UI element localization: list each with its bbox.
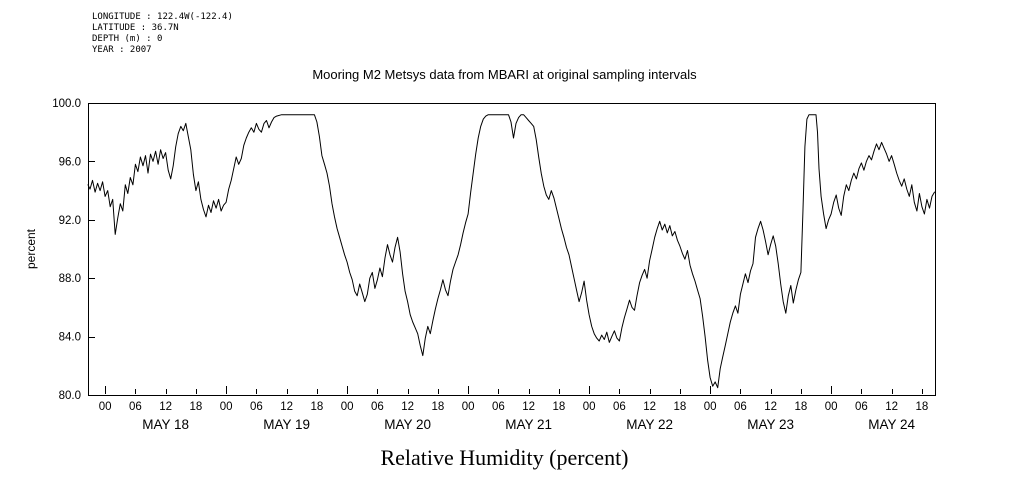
x-hour-label: 12 <box>885 401 898 413</box>
x-hour-label: 12 <box>643 401 656 413</box>
x-hour-label: 06 <box>371 401 384 413</box>
x-day-label: MAY 23 <box>747 417 794 432</box>
x-hour-label: 12 <box>280 401 293 413</box>
x-hour-label: 18 <box>673 401 686 413</box>
y-tick-label: 84.0 <box>59 332 81 344</box>
y-tick-label: 92.0 <box>59 215 81 227</box>
x-day-label: MAY 24 <box>868 417 915 432</box>
x-day-label: MAY 21 <box>505 417 552 432</box>
y-tick-label: 100.0 <box>52 98 81 110</box>
humidity-line <box>87 114 935 389</box>
x-hour-label: 00 <box>462 401 475 413</box>
x-hour-label: 06 <box>613 401 626 413</box>
x-hour-label: 18 <box>552 401 565 413</box>
y-tick-label: 88.0 <box>59 273 81 285</box>
x-hour-label: 18 <box>310 401 323 413</box>
x-hour-label: 12 <box>159 401 172 413</box>
metadata-longitude: LONGITUDE : 122.4W(-122.4) <box>92 12 233 22</box>
x-hour-label: 06 <box>492 401 505 413</box>
metadata-year: YEAR : 2007 <box>92 45 152 55</box>
x-hour-label: 18 <box>794 401 807 413</box>
figure-caption: Relative Humidity (percent) <box>380 445 629 470</box>
x-hour-label: 00 <box>704 401 717 413</box>
x-day-label: MAY 22 <box>626 417 673 432</box>
plot-title: Mooring M2 Metsys data from MBARI at ori… <box>312 67 697 82</box>
x-hour-label: 18 <box>189 401 202 413</box>
x-hour-label: 00 <box>583 401 596 413</box>
x-day-label: MAY 20 <box>384 417 431 432</box>
y-tick-label: 96.0 <box>59 156 81 168</box>
x-hour-label: 00 <box>220 401 233 413</box>
x-hour-label: 18 <box>431 401 444 413</box>
x-hour-label: 00 <box>341 401 354 413</box>
x-hour-label: 00 <box>99 401 112 413</box>
station-metadata: LONGITUDE : 122.4W(-122.4) LATITUDE : 36… <box>92 12 233 56</box>
x-day-label: MAY 19 <box>263 417 310 432</box>
x-hour-label: 06 <box>250 401 263 413</box>
x-hour-label: 00 <box>825 401 838 413</box>
y-tick-label: 80.0 <box>59 390 81 402</box>
x-hour-label: 06 <box>129 401 142 413</box>
x-hour-label: 12 <box>401 401 414 413</box>
plot-border <box>88 103 936 396</box>
x-hour-label: 12 <box>522 401 535 413</box>
x-hour-label: 18 <box>915 401 928 413</box>
x-hour-label: 06 <box>734 401 747 413</box>
x-day-label: MAY 18 <box>142 417 189 432</box>
x-hour-label: 12 <box>764 401 777 413</box>
metadata-depth: DEPTH (m) : 0 <box>92 34 163 44</box>
x-hour-label: 06 <box>855 401 868 413</box>
metadata-latitude: LATITUDE : 36.7N <box>92 23 179 33</box>
